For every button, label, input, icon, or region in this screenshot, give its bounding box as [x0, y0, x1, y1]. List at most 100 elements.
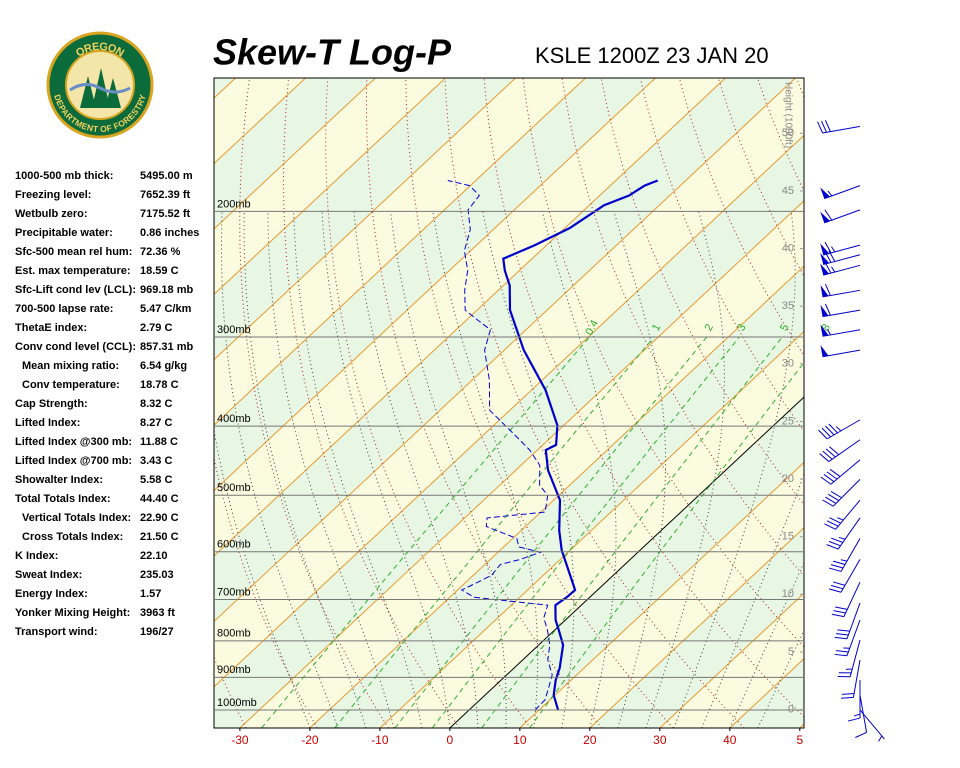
barb-staff — [823, 262, 861, 276]
height-tick-label: 0 — [788, 703, 794, 715]
moist-adiabat — [645, 211, 725, 728]
x-tick-label: -30 — [231, 733, 249, 747]
index-value: 44.40 C — [140, 493, 179, 505]
wind-barb — [820, 459, 861, 485]
barb-staff — [837, 639, 861, 678]
dry-adiabat — [405, 78, 674, 728]
dry-adiabat — [914, 78, 960, 728]
height-tick-label: 50 — [782, 127, 794, 139]
index-value: 969.18 mb — [140, 284, 193, 296]
moist-adiabat — [673, 211, 796, 728]
index-value: 11.88 C — [140, 436, 178, 448]
index-label: K Index: — [15, 550, 58, 562]
index-label: Transport wind: — [15, 626, 98, 638]
moist-adiabat — [701, 473, 804, 728]
index-label: Showalter Index: — [15, 474, 103, 486]
index-label: Cap Strength: — [15, 398, 88, 410]
height-tick-label: 35 — [782, 300, 794, 312]
barb-staff — [834, 619, 861, 657]
isotherm-band — [214, 135, 804, 728]
isotherm — [214, 78, 446, 296]
height-tick-label: 45 — [782, 185, 794, 197]
barb-staff — [831, 581, 861, 618]
dry-adiabat — [836, 78, 960, 728]
x-tick-label: -10 — [371, 733, 389, 747]
wind-barb — [841, 659, 861, 699]
mixing-ratio-label: 2 — [703, 322, 716, 333]
moist-adiabat — [293, 211, 423, 728]
mixing-ratio-label: 5 — [778, 322, 791, 333]
barb-staff — [822, 349, 861, 358]
isotherm — [239, 200, 804, 728]
isotherm — [214, 78, 656, 492]
pressure-label: 300mb — [217, 324, 251, 336]
logo-top-text: OREGON — [74, 41, 126, 60]
index-value: 5.47 C/km — [140, 303, 192, 315]
isotherm — [214, 134, 804, 688]
wind-barb — [817, 120, 861, 134]
index-label: Freezing level: — [15, 189, 91, 201]
index-value: 5.58 C — [140, 474, 172, 486]
wind-barb — [820, 209, 861, 224]
index-label: Lifted Index @300 mb: — [15, 436, 132, 448]
dry-adiabat — [444, 78, 745, 728]
moist-adiabat — [729, 561, 804, 728]
index-label: Precipitable water: — [15, 227, 113, 239]
barb-staff — [822, 284, 861, 298]
height-tick-label: 30 — [782, 358, 794, 370]
wind-barb — [820, 303, 861, 318]
isotherm-band — [214, 78, 804, 687]
wind-barb — [824, 499, 861, 530]
wind-barb — [820, 284, 861, 298]
height-tick-label: 15 — [782, 531, 794, 543]
barb-staff — [834, 602, 861, 640]
index-label: Yonker Mixing Height: — [15, 607, 130, 619]
barb-flag — [820, 263, 830, 276]
isotherm — [659, 592, 804, 728]
barb-staff — [824, 499, 861, 530]
barb-flag — [820, 344, 829, 357]
dry-adiabat — [483, 78, 804, 718]
barb-flag — [820, 243, 830, 255]
index-label: Est. max temperature: — [15, 265, 131, 277]
wind-barb — [826, 517, 861, 550]
index-value: 6.54 g/kg — [140, 360, 187, 372]
wind-barb — [820, 185, 861, 200]
index-label: Conv cond level (CCL): — [15, 341, 136, 353]
station: KSLE 1200Z 23 JAN 20 — [535, 43, 769, 68]
mixing-ratio-line — [334, 336, 655, 728]
wind-barb — [820, 262, 861, 276]
index-value: 196/27 — [140, 626, 174, 638]
wind-barb — [828, 559, 861, 593]
index-label: Sfc-500 mean rel hum: — [15, 246, 132, 258]
wind-barb — [819, 439, 861, 462]
barb-flag — [820, 211, 830, 223]
height-tick-label: 25 — [782, 415, 794, 427]
isotherm — [870, 78, 960, 728]
mixing-ratio-line — [394, 336, 708, 728]
barb-flag — [820, 252, 830, 265]
wind-barb — [820, 250, 861, 266]
isotherm — [214, 78, 516, 361]
isotherm-band — [870, 78, 960, 728]
isotherm — [589, 527, 804, 728]
barb-staff — [824, 185, 861, 200]
index-value: 18.59 C — [140, 265, 179, 277]
dry-adiabat — [600, 78, 804, 506]
wind-barb — [834, 602, 861, 640]
mixing-ratio-line — [432, 336, 740, 728]
index-label: Lifted Index @700 mb: — [15, 455, 132, 467]
pressure-label: 200mb — [217, 198, 251, 210]
x-tick-label: -20 — [301, 733, 319, 747]
barb-flag — [820, 304, 829, 317]
pressure-label: 700mb — [217, 586, 251, 598]
index-label: Cross Totals Index: — [22, 531, 123, 543]
mixing-ratio-label: 1 — [650, 322, 663, 333]
moist-adiabat — [214, 427, 311, 728]
pressure-label: 800mb — [217, 628, 251, 640]
index-value: 3963 ft — [140, 607, 175, 619]
dry-adiabat — [522, 78, 804, 648]
moist-adiabat — [353, 211, 479, 728]
barb-staff — [823, 250, 861, 266]
